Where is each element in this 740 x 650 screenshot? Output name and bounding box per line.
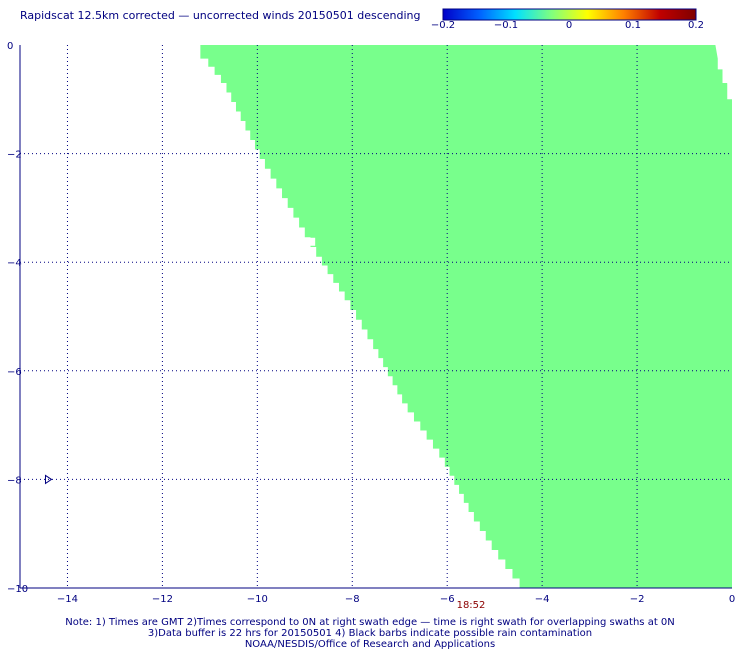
footnote-line: Note: 1) Times are GMT 2)Times correspon… [65, 617, 675, 628]
colorbar-tick-label: 0.1 [625, 20, 641, 31]
x-tick-label: −14 [57, 594, 78, 605]
y-tick-label: −10 [7, 584, 28, 595]
y-tick-label: 0 [7, 41, 13, 52]
colorbar-tick-label: 0 [565, 20, 573, 31]
y-tick-label: −8 [7, 475, 22, 486]
x-tick-label: −8 [345, 594, 360, 605]
x-tick-label: −6 [440, 594, 455, 605]
colorbar-tick-label: 0.2 [688, 20, 704, 31]
colorbar-tick-label: −0.2 [430, 20, 456, 31]
chart-title: Rapidscat 12.5km corrected — uncorrected… [20, 9, 421, 22]
y-tick-label: −2 [7, 150, 22, 161]
x-tick-label: −4 [535, 594, 550, 605]
y-tick-label: −6 [7, 367, 22, 378]
x-tick-label: 0 [729, 594, 735, 605]
swath-gap [715, 45, 732, 100]
x-tick-label: −2 [630, 594, 645, 605]
swath-time-label: 18:52 [456, 600, 486, 611]
colorbar [442, 8, 697, 21]
colorbar-tick-label: −0.1 [493, 20, 519, 31]
footnote-line: 3)Data buffer is 22 hrs for 20150501 4) … [147, 628, 593, 639]
footnote-line: NOAA/NESDIS/Office of Research and Appli… [244, 639, 496, 650]
x-tick-label: −10 [247, 594, 268, 605]
swath-gap [307, 237, 316, 246]
wind-barb [44, 474, 53, 485]
x-tick-label: −12 [152, 594, 173, 605]
y-tick-label: −4 [7, 258, 22, 269]
swath-area [200, 45, 732, 588]
